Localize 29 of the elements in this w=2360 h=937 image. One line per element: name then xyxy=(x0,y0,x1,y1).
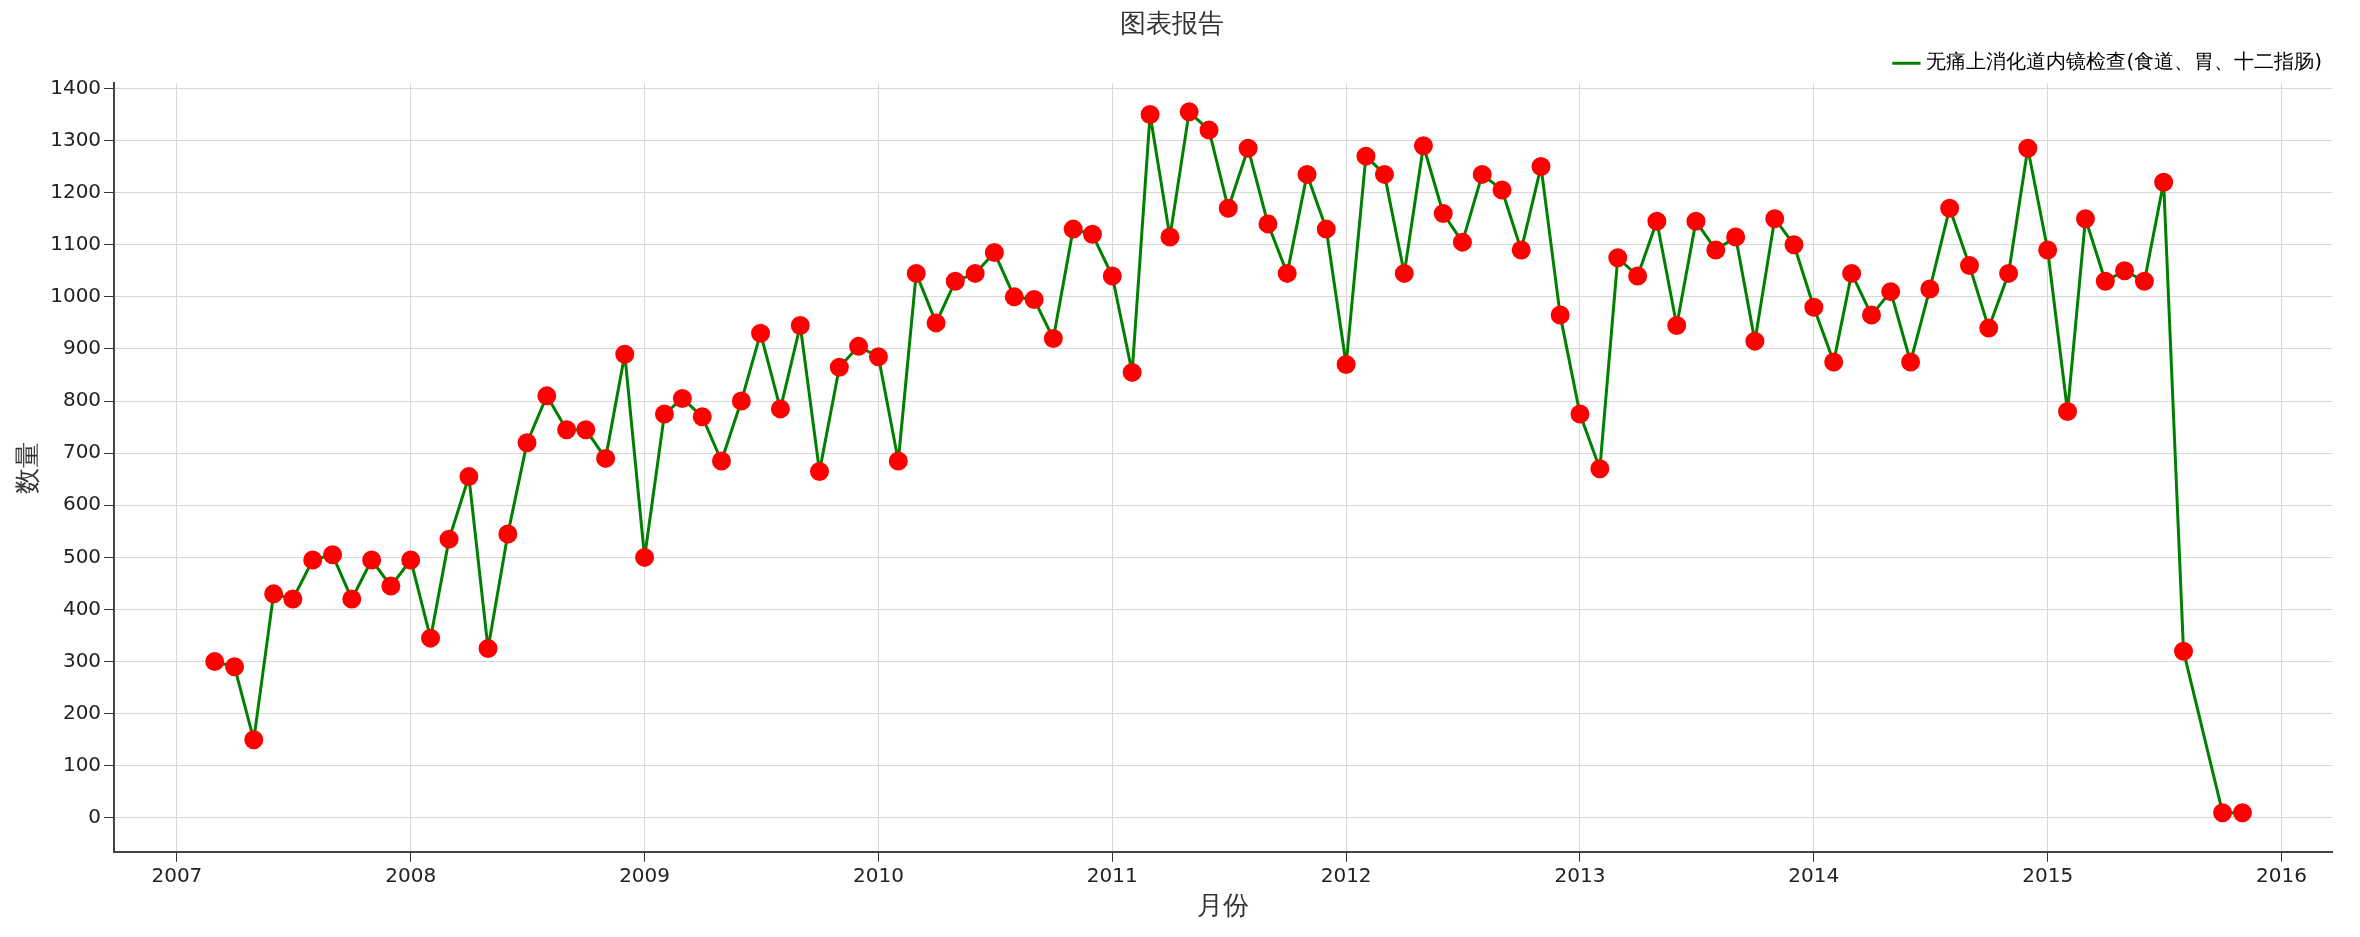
x-axis-title: 月份 xyxy=(1197,890,1250,921)
y-tick-label: 400 xyxy=(62,595,102,620)
x-tick-label: 2016 xyxy=(2256,863,2307,887)
x-tick-label: 2008 xyxy=(385,863,437,887)
y-tick-label: 800 xyxy=(62,387,102,412)
y-tick-label: 900 xyxy=(62,335,102,360)
y-tick-label: 1000 xyxy=(50,283,102,308)
x-tick-label: 2007 xyxy=(151,863,203,887)
x-tick-label: 2013 xyxy=(1554,863,1606,887)
y-tick-label: 700 xyxy=(62,439,102,464)
x-tick-label: 2015 xyxy=(2022,863,2074,887)
y-tick-label: 100 xyxy=(62,752,102,777)
y-tick-label: 300 xyxy=(62,647,102,672)
chart-title: 图表报告 xyxy=(1120,8,1224,39)
y-tick-label: 1400 xyxy=(50,74,102,99)
y-tick-label: 1200 xyxy=(50,178,102,203)
x-tick-label: 2012 xyxy=(1320,863,1372,887)
legend-label: 无痛上消化道内镜检查(食道、胃、十二指肠) xyxy=(1926,49,2322,74)
x-tick-label: 2014 xyxy=(1788,863,1840,887)
x-tick-label: 2010 xyxy=(852,863,904,887)
x-tick-label: 2009 xyxy=(619,863,671,887)
y-tick-label: 600 xyxy=(62,491,102,516)
y-tick-label: 1100 xyxy=(50,230,102,255)
y-tick-label: 1300 xyxy=(50,126,102,151)
y-tick-label: 0 xyxy=(88,804,102,829)
x-tick-label: 2011 xyxy=(1086,863,1138,887)
y-tick-label: 500 xyxy=(62,543,102,568)
y-axis-title: 数量 xyxy=(12,441,43,494)
y-tick-label: 200 xyxy=(62,699,102,724)
